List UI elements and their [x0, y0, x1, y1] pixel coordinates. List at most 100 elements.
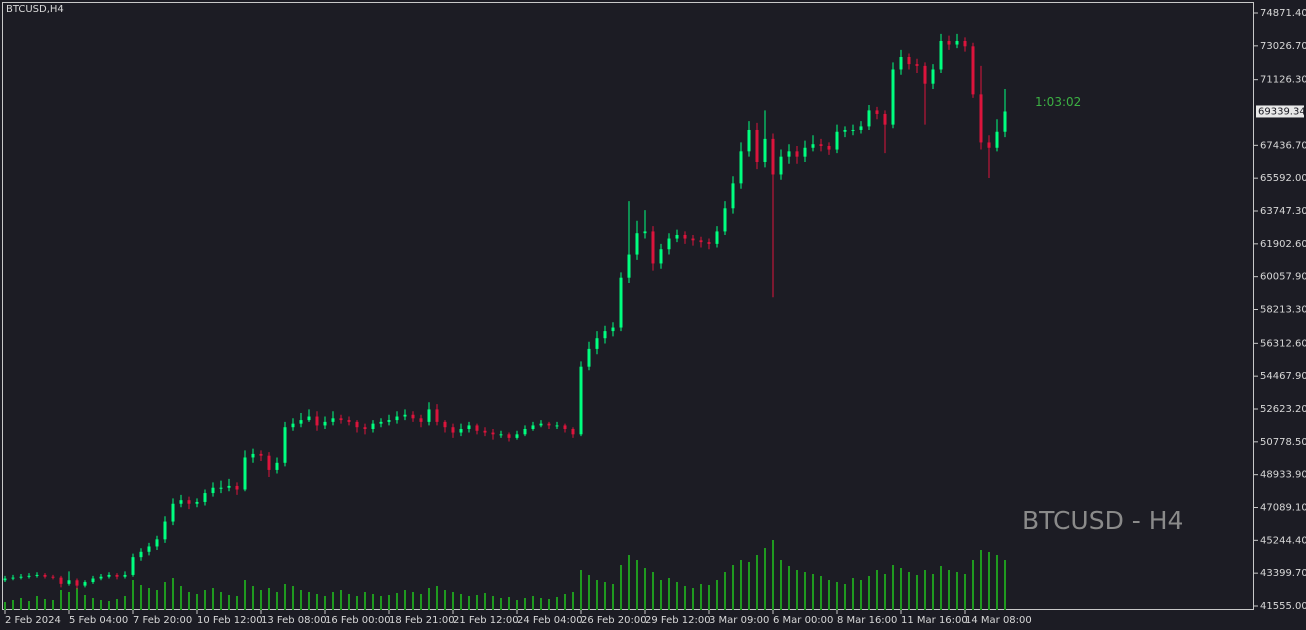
candle-body [987, 142, 991, 148]
candle-body [555, 425, 559, 427]
y-tick-label: 56312.60 [1260, 338, 1306, 349]
volume-bar [412, 592, 414, 610]
volume-bar [356, 596, 358, 610]
candle-body [995, 131, 999, 148]
candle-body [979, 94, 983, 143]
volume-bar [772, 540, 774, 610]
candle-body [3, 578, 7, 581]
candle-body [19, 576, 23, 578]
y-tick-label: 54467.90 [1260, 371, 1306, 382]
candle-body [675, 234, 679, 239]
volume-bar [236, 596, 238, 610]
candle-body [499, 434, 503, 436]
candle-body [139, 551, 143, 558]
volume-bar [316, 594, 318, 610]
y-tick-label: 63747.30 [1260, 206, 1306, 217]
volume-bar [676, 582, 678, 610]
candle-body [475, 425, 479, 431]
candle-body [755, 129, 759, 163]
candle-body [267, 455, 271, 470]
candle-body [419, 418, 423, 422]
volume-bar [972, 560, 974, 610]
candle-body [379, 421, 383, 424]
y-tick-label: 47089.10 [1260, 502, 1306, 513]
volume-bar [292, 586, 294, 610]
y-tick-label: 45244.40 [1260, 535, 1306, 546]
volume-bar [12, 600, 14, 610]
volume-bar [388, 595, 390, 610]
volume-bar [220, 592, 222, 610]
candle-body [235, 485, 239, 490]
candle-body [947, 40, 951, 45]
candle-body [131, 557, 135, 575]
volume-bar [620, 565, 622, 610]
candle-body [699, 240, 703, 243]
y-tick-label: 58213.30 [1260, 305, 1306, 316]
candle-body [35, 574, 39, 576]
volume-bar [60, 590, 62, 610]
candle-body [483, 430, 487, 433]
candle-body [27, 575, 31, 577]
x-tick-label: 7 Feb 20:00 [133, 615, 192, 626]
volume-bar [36, 596, 38, 610]
x-tick-label: 13 Feb 08:00 [261, 615, 327, 626]
candle-body [835, 131, 839, 150]
current-price-label: 69339.34 [1258, 106, 1306, 117]
candle-body [283, 427, 287, 463]
candle-body [827, 145, 831, 150]
candle-body [579, 366, 583, 435]
volume-bar [540, 598, 542, 610]
volume-bar [588, 575, 590, 610]
volume-bar [100, 600, 102, 610]
volume-bar [196, 594, 198, 610]
candle-body [939, 40, 943, 70]
volume-bar [116, 599, 118, 610]
volume-bar [668, 578, 670, 610]
volume-bar [532, 596, 534, 610]
volume-bar [212, 588, 214, 610]
candle-body [427, 409, 431, 422]
volume-bar [340, 590, 342, 610]
candle-body [915, 64, 919, 66]
volume-bar [268, 588, 270, 610]
volume-bar [660, 580, 662, 610]
candle-body [435, 409, 439, 422]
volume-bar [908, 572, 910, 610]
candle-body [643, 231, 647, 234]
volume-bar [452, 592, 454, 610]
candle-body [459, 428, 463, 433]
volume-bar [524, 598, 526, 610]
y-tick-label: 71126.30 [1260, 75, 1306, 86]
volume-bar [148, 588, 150, 610]
volume-bar [684, 586, 686, 610]
volume-bar [348, 594, 350, 610]
candle-body [611, 327, 615, 332]
x-tick-label: 3 Mar 09:00 [709, 615, 769, 626]
volume-bar [692, 588, 694, 610]
volume-bar [700, 584, 702, 610]
x-tick-label: 5 Feb 04:00 [69, 615, 128, 626]
volume-bar [820, 576, 822, 610]
volume-bar [708, 585, 710, 610]
candle-body [387, 420, 391, 422]
candle-body [747, 129, 751, 152]
candle-body [227, 485, 231, 488]
candle-body [891, 69, 895, 125]
volume-bar [420, 594, 422, 610]
volume-bar [140, 585, 142, 610]
candle-body [571, 428, 575, 435]
countdown: 1:03:02 [1035, 95, 1081, 109]
candle-body [659, 249, 663, 264]
volume-bar [1004, 560, 1006, 610]
volume-bar [508, 597, 510, 610]
volume-bar [52, 600, 54, 610]
candle-body [819, 144, 823, 146]
volume-bar [836, 582, 838, 610]
volume-bar [436, 586, 438, 610]
candle-body [443, 421, 447, 428]
x-tick-label: 21 Feb 12:00 [453, 615, 519, 626]
volume-bar [372, 594, 374, 610]
volume-bar [844, 584, 846, 610]
volume-bar [124, 596, 126, 610]
candle-body [851, 129, 855, 131]
